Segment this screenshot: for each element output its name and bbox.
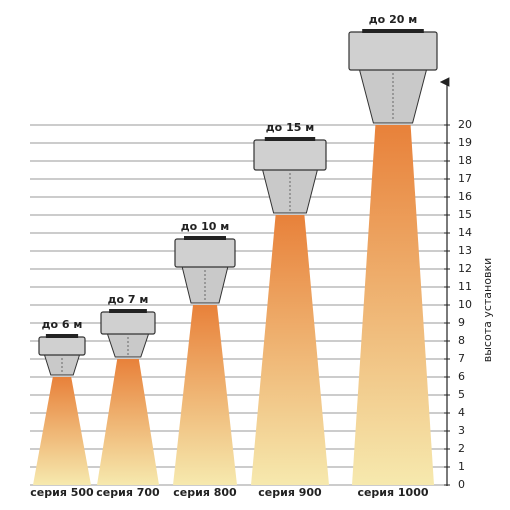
x-tick-label: серия 500 [30, 486, 94, 499]
y-tick-label: 11 [458, 280, 472, 293]
x-tick-label: серия 1000 [357, 486, 428, 499]
y-axis-title: высота установки [481, 258, 494, 363]
beam [33, 377, 91, 485]
y-tick-label: 13 [458, 244, 472, 257]
lamp-top [109, 309, 147, 313]
value-label: до 7 м [108, 293, 149, 306]
y-tick-label: 16 [458, 190, 472, 203]
lamp-top [362, 29, 424, 33]
value-label: до 15 м [266, 121, 314, 134]
lamp-body [253, 139, 327, 171]
lamp-top [264, 137, 316, 141]
beam [352, 125, 434, 485]
beam [251, 215, 329, 485]
y-tick-label: 0 [458, 478, 465, 491]
value-label: до 10 м [181, 220, 229, 233]
x-tick-label: серия 900 [258, 486, 322, 499]
lamp-top [45, 334, 79, 338]
y-tick-label: 12 [458, 262, 472, 275]
value-label: до 6 м [42, 318, 83, 331]
x-tick-label: серия 800 [173, 486, 237, 499]
y-tick-label: 7 [458, 352, 465, 365]
y-tick-label: 1 [458, 460, 465, 473]
y-tick-label: 6 [458, 370, 465, 383]
y-tick-label: 9 [458, 316, 465, 329]
lamp-funnel [181, 266, 229, 304]
y-tick-label: 8 [458, 334, 465, 347]
lamp-body [38, 336, 86, 356]
y-tick-label: 14 [458, 226, 472, 239]
lamp-body [100, 311, 156, 335]
beam [173, 305, 237, 485]
lamp-top [184, 236, 226, 240]
y-tick-label: 19 [458, 136, 472, 149]
y-tick-label: 2 [458, 442, 465, 455]
y-tick-label: 5 [458, 388, 465, 401]
y-tick-label: 3 [458, 424, 465, 437]
value-label: до 20 м [369, 13, 417, 26]
lamp-body [174, 238, 236, 268]
y-tick-label: 17 [458, 172, 472, 185]
y-tick-label: 20 [458, 118, 472, 131]
y-tick-label: 15 [458, 208, 472, 221]
y-tick-label: 4 [458, 406, 465, 419]
x-tick-label: серия 700 [96, 486, 160, 499]
beam [97, 359, 159, 485]
lamp-body [348, 31, 438, 71]
y-tick-label: 10 [458, 298, 472, 311]
y-tick-label: 18 [458, 154, 472, 167]
